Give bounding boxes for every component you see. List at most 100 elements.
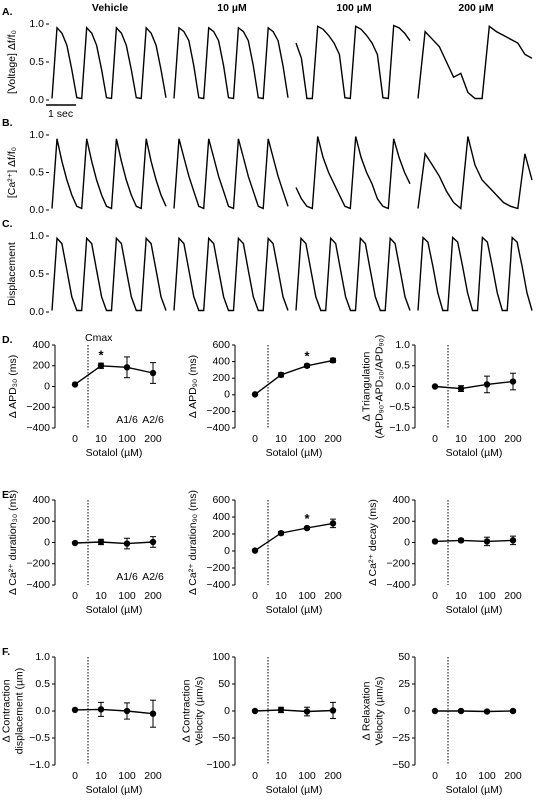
trace-line [173, 138, 289, 210]
data-point [277, 371, 285, 379]
y-tick-label: 50 [398, 651, 410, 663]
data-point [483, 381, 491, 388]
y-tick-label: 0 [224, 389, 230, 401]
series-line [254, 522, 334, 552]
x-tick-label: 200 [324, 590, 342, 602]
x-axis-label: Sotalol (µM) [86, 604, 143, 616]
y-tick-label: −400 [26, 579, 50, 591]
x-tick-label: 0 [252, 433, 258, 445]
significance-star: * [304, 511, 310, 526]
y-tick-label: −1.0 [389, 422, 410, 434]
column-header: Vehicle [92, 2, 128, 14]
data-point [303, 524, 311, 532]
y-tick-label: −100 [206, 759, 230, 771]
trace-line [295, 24, 411, 100]
y-tick-label: 0 [224, 705, 230, 717]
trace-line [295, 236, 411, 312]
data-point [71, 539, 79, 547]
annotation: A1/6 [116, 414, 138, 426]
y-tick-label: −50 [212, 732, 230, 744]
y-tick-label: 400 [212, 511, 230, 523]
x-axis-label: Sotalol (µM) [446, 447, 503, 459]
column-header: 10 µM [217, 2, 247, 14]
y-axis-label: Δ Contraction [180, 679, 192, 742]
panel-label: D. [2, 334, 13, 346]
x-tick-label: 200 [144, 770, 162, 782]
trace-line [417, 235, 533, 312]
trace-line [173, 236, 289, 312]
annotation: A2/6 [142, 414, 164, 426]
panel-label: B. [2, 117, 13, 129]
x-tick-label: 10 [455, 590, 467, 602]
trace-line [173, 26, 289, 100]
series-line [74, 365, 154, 385]
y-tick-label: −200 [386, 558, 410, 570]
data-point [123, 707, 131, 715]
x-tick-label: 200 [504, 770, 522, 782]
y-tick-label: −200 [26, 401, 50, 413]
data-point [277, 706, 285, 714]
y-tick-label: 0.5 [29, 166, 44, 178]
y-axis-label: Δ Contraction [0, 679, 12, 742]
data-point [251, 391, 259, 398]
x-tick-label: 10 [275, 590, 287, 602]
y-tick-label: −200 [26, 558, 50, 570]
x-tick-label: 200 [324, 433, 342, 445]
x-tick-label: 0 [72, 433, 78, 445]
y-tick-label: 0 [44, 380, 50, 392]
panel-label: C. [2, 218, 13, 230]
y-axis-label: Velocity (µm/s) [193, 676, 205, 745]
y-axis-label: Δ Triangulation [360, 352, 372, 422]
y-tick-label: 0 [44, 536, 50, 548]
y-tick-label: −400 [386, 579, 410, 591]
reference-label: Cmax [85, 332, 113, 344]
y-tick-label: 0.0 [35, 705, 50, 717]
x-tick-label: 10 [95, 433, 107, 445]
x-tick-label: 0 [252, 770, 258, 782]
data-point [251, 547, 259, 554]
x-tick-label: 100 [478, 770, 496, 782]
data-point [97, 362, 105, 369]
column-header: 100 µM [336, 2, 371, 14]
x-tick-label: 0 [252, 590, 258, 602]
data-point [71, 706, 79, 714]
x-axis-label: Sotalol (µM) [86, 447, 143, 459]
y-tick-label: −200 [206, 405, 230, 417]
x-tick-label: 10 [95, 590, 107, 602]
trace-line [295, 136, 411, 210]
y-tick-label: 0.5 [35, 678, 50, 690]
x-tick-label: 200 [504, 590, 522, 602]
data-point [329, 707, 337, 714]
x-tick-label: 100 [478, 433, 496, 445]
annotation: A2/6 [142, 571, 164, 583]
y-tick-label: −200 [206, 562, 230, 574]
y-tick-label: 0.0 [29, 204, 44, 216]
data-point [483, 538, 491, 545]
y-tick-label: 600 [212, 339, 230, 351]
y-axis-label: Δ Ca²⁺ decay (ms) [367, 499, 379, 586]
y-tick-label: −400 [206, 579, 230, 591]
significance-star: * [304, 349, 310, 364]
x-tick-label: 200 [144, 590, 162, 602]
series-line [254, 709, 334, 713]
y-axis-label: Δ Ca²⁺ duration₉₀ (ms) [187, 490, 199, 595]
series-line [434, 380, 514, 390]
x-axis-label: Sotalol (µM) [446, 604, 503, 616]
y-axis-label: Δ Relaxation [360, 681, 372, 740]
data-point [149, 369, 157, 377]
x-tick-label: 200 [504, 433, 522, 445]
data-point [123, 364, 131, 371]
data-point [509, 537, 517, 544]
data-point [97, 538, 105, 546]
x-tick-label: 100 [118, 433, 136, 445]
series-line [74, 708, 154, 715]
y-tick-label: 0 [404, 536, 410, 548]
y-tick-label: 400 [32, 494, 50, 506]
data-point [149, 710, 157, 717]
y-axis-label: Δ APD₉₀ (ms) [187, 355, 199, 418]
y-tick-label: 0 [404, 705, 410, 717]
y-axis-label: Velocity (µm/s) [373, 676, 385, 745]
data-point [509, 378, 517, 385]
x-tick-label: 0 [432, 433, 438, 445]
x-tick-label: 0 [72, 590, 78, 602]
